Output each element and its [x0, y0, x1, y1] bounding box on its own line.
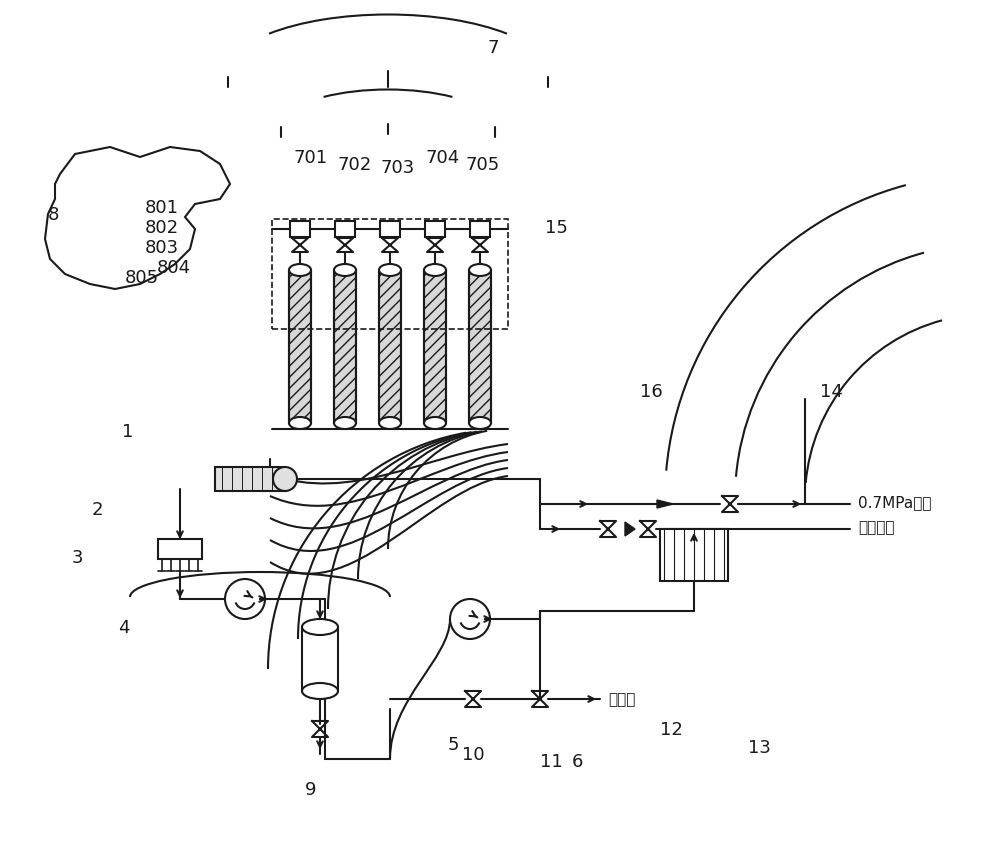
Bar: [289, 271, 311, 423]
Text: 7: 7: [487, 39, 499, 57]
Bar: [469, 271, 491, 423]
Bar: [335, 222, 355, 238]
Text: 704: 704: [425, 149, 459, 167]
Bar: [470, 222, 490, 238]
Text: 6: 6: [572, 752, 583, 770]
Text: 4: 4: [118, 619, 130, 636]
Bar: [660, 529, 728, 581]
Polygon shape: [657, 500, 673, 509]
Text: 8: 8: [48, 206, 59, 224]
Text: 5: 5: [448, 735, 460, 753]
Polygon shape: [625, 522, 635, 537]
Text: 14: 14: [820, 383, 843, 400]
Ellipse shape: [469, 417, 491, 429]
Text: 10: 10: [462, 746, 485, 763]
Ellipse shape: [334, 265, 356, 277]
Ellipse shape: [424, 417, 446, 429]
Text: 702: 702: [337, 156, 371, 174]
Text: 压缩空气: 压缩空气: [858, 520, 895, 535]
Bar: [302, 627, 338, 691]
Bar: [158, 539, 202, 560]
Ellipse shape: [289, 265, 311, 277]
Text: 9: 9: [305, 780, 317, 798]
Text: 803: 803: [145, 239, 179, 256]
Text: 801: 801: [145, 199, 179, 216]
Ellipse shape: [469, 265, 491, 277]
Bar: [425, 222, 445, 238]
Text: 705: 705: [465, 156, 499, 174]
Bar: [380, 222, 400, 238]
Ellipse shape: [334, 417, 356, 429]
Text: 13: 13: [748, 738, 771, 756]
Bar: [290, 222, 310, 238]
Polygon shape: [45, 148, 230, 290]
Bar: [424, 271, 446, 423]
Text: 2: 2: [92, 500, 104, 518]
Bar: [272, 220, 508, 330]
Ellipse shape: [302, 683, 338, 699]
Bar: [334, 271, 356, 423]
Text: 11: 11: [540, 752, 563, 770]
Bar: [379, 271, 401, 423]
Text: 1: 1: [122, 423, 133, 440]
Text: 16: 16: [640, 383, 663, 400]
Bar: [215, 468, 285, 492]
Text: 703: 703: [380, 158, 414, 177]
Text: 0.7MPa氮气: 0.7MPa氮气: [858, 495, 932, 509]
Ellipse shape: [379, 265, 401, 277]
Text: 去放空: 去放空: [608, 692, 635, 706]
Text: 12: 12: [660, 720, 683, 738]
Text: 804: 804: [157, 259, 191, 277]
Ellipse shape: [379, 417, 401, 429]
Text: 15: 15: [545, 219, 568, 237]
Circle shape: [273, 468, 297, 492]
Circle shape: [450, 599, 490, 639]
Ellipse shape: [424, 265, 446, 277]
Circle shape: [225, 579, 265, 619]
Text: 802: 802: [145, 219, 179, 237]
Ellipse shape: [289, 417, 311, 429]
Text: 805: 805: [125, 268, 159, 286]
Text: 3: 3: [72, 549, 84, 567]
Ellipse shape: [302, 619, 338, 636]
Text: 701: 701: [293, 149, 327, 167]
